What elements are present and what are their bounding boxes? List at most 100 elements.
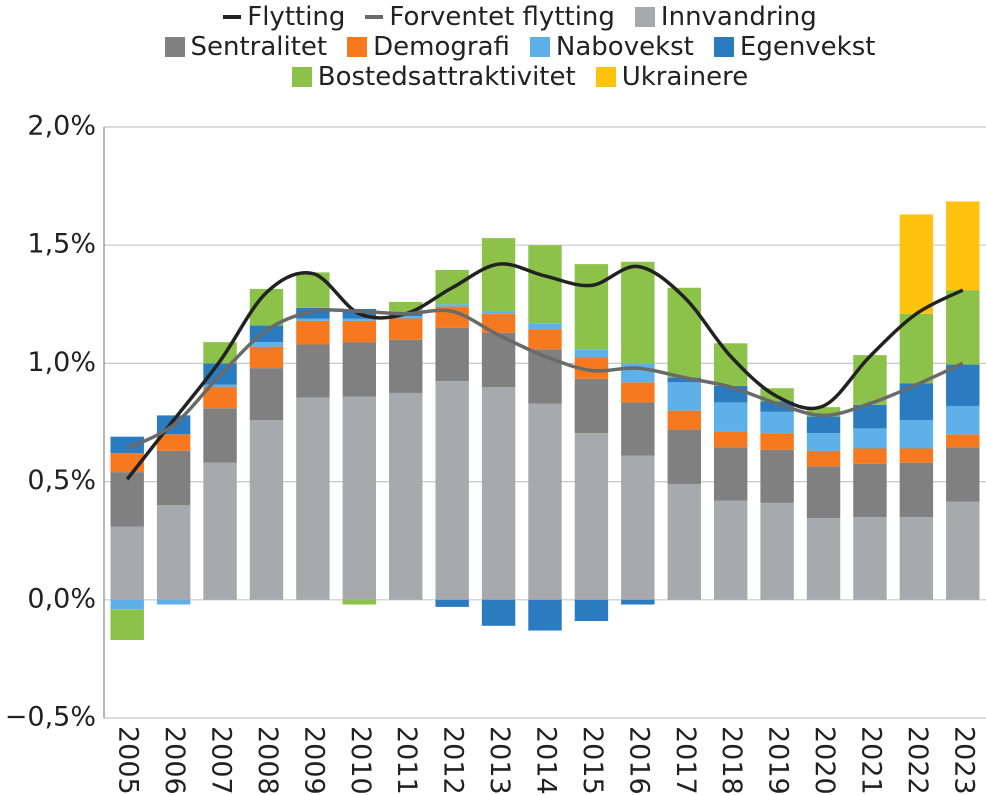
bar-segment [760, 502, 794, 600]
bar-segment [899, 313, 934, 384]
bar-segment [249, 346, 284, 369]
legend-item: Egenvekst [713, 32, 875, 62]
bar-segment [853, 463, 887, 518]
bar-segment [853, 448, 887, 464]
bar-segment [713, 447, 748, 501]
bar-segment [667, 410, 701, 430]
x-tick-label: 2014 [531, 726, 562, 795]
bar-segment [667, 429, 701, 484]
bar-segment [946, 434, 980, 448]
bar-segment [342, 318, 377, 321]
bar-segment [760, 449, 794, 503]
bar-segment [389, 339, 423, 393]
legend-item: Nabovekst [529, 32, 694, 62]
bar-segment [899, 462, 934, 518]
bar-segment [806, 433, 841, 451]
legend-item: Sentralitet [164, 32, 328, 62]
legend-label: Demografi [373, 32, 510, 62]
bar-segment [156, 505, 191, 600]
bar-segment [760, 433, 794, 450]
bar-segment [435, 304, 469, 307]
y-tick-label: 2,0% [27, 111, 96, 142]
bar-segment [110, 609, 144, 640]
x-tick-label: 2023 [948, 726, 979, 795]
bar-segment [899, 448, 934, 463]
bar-segment [342, 342, 377, 397]
legend-swatch [164, 37, 185, 57]
bar-segment [110, 472, 144, 527]
bar-segment [806, 407, 841, 417]
bar-segment [946, 364, 980, 406]
bar-segment [249, 342, 284, 347]
line [126, 308, 964, 451]
bar-segment [389, 318, 423, 340]
legend-label: Ukrainere [621, 62, 749, 92]
bar-segment [110, 436, 144, 454]
bar-segment [481, 599, 516, 626]
bar-segment [342, 599, 377, 605]
legend-label: Forventet flytting [389, 2, 615, 32]
legend-label: Innvandring [660, 2, 817, 32]
y-tick-label: 1,5% [27, 229, 96, 260]
bar-segment [621, 402, 655, 456]
bar-segment [621, 363, 655, 383]
bar-segment [389, 316, 423, 319]
x-tick-label: 2022 [902, 726, 933, 795]
bar-segment [713, 431, 748, 448]
x-tick-label: 2010 [345, 726, 376, 795]
bar-segment [528, 323, 562, 330]
y-tick-label: 1,0% [27, 347, 96, 378]
bar-segment [528, 329, 562, 350]
x-tick-label: 2020 [809, 726, 840, 795]
x-tick-label: 2013 [484, 726, 515, 795]
bar-segment [156, 434, 191, 451]
legend-item: Forventet flytting [365, 2, 615, 32]
legend-label: Nabovekst [555, 32, 694, 62]
x-tick-label: 2006 [159, 726, 190, 795]
x-tick-label: 2005 [113, 726, 144, 795]
bar-segment [853, 355, 887, 405]
bar-segment [156, 599, 191, 605]
bar-segment [249, 420, 284, 600]
bar-segment [853, 517, 887, 600]
x-tick-label: 2008 [252, 726, 283, 795]
bar-segment [156, 450, 191, 506]
bar-segment [946, 201, 980, 291]
bar-segment [946, 405, 980, 435]
bar-segment [435, 327, 469, 382]
bar-segment [110, 526, 144, 600]
x-tick-label: 2021 [855, 726, 886, 795]
bar-segment [806, 466, 841, 519]
bar-segment [760, 401, 794, 412]
y-tick-label: −0,5% [5, 702, 96, 733]
bar-segment [203, 384, 237, 388]
bar-segment [574, 433, 609, 600]
legend-swatch [713, 37, 734, 57]
bar-segment [946, 447, 980, 502]
bar-segment [667, 382, 701, 411]
legend-item: Ukrainere [595, 62, 749, 92]
legend-swatch [223, 15, 242, 19]
bar-segment [528, 403, 562, 600]
bar-segment [713, 343, 748, 386]
legend-label: Sentralitet [190, 32, 328, 62]
x-tick-label: 2015 [577, 726, 608, 795]
bar-segment [667, 483, 701, 600]
bar-segment [853, 428, 887, 449]
bar-segment [574, 349, 609, 358]
y-tick-label: 0,0% [27, 583, 96, 614]
bar-segment [574, 264, 609, 350]
legend-item: Innvandring [634, 2, 817, 32]
legend-item: Flytting [223, 2, 345, 32]
legend-item: Demografi [347, 32, 510, 62]
legend-swatch [347, 37, 368, 57]
bar-segment [667, 287, 701, 378]
bar-segment [899, 420, 934, 449]
bar-segment [481, 238, 516, 312]
legend-swatch [365, 15, 384, 19]
bar-segment [621, 455, 655, 600]
bar-segment [481, 311, 516, 314]
legend-swatch [291, 67, 312, 87]
y-tick-label: 0,5% [27, 465, 96, 496]
bar-segment [713, 500, 748, 600]
